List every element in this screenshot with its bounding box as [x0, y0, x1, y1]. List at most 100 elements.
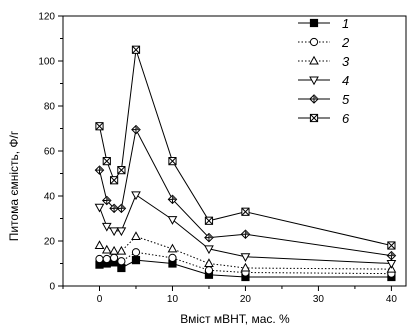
- data-point: [109, 227, 119, 237]
- marker-shape: [167, 243, 178, 253]
- legend-entry-6: 6: [298, 111, 350, 126]
- data-point: [386, 250, 397, 261]
- legend-marker: [309, 113, 319, 123]
- data-point: [94, 240, 105, 249]
- marker-line: [241, 207, 250, 216]
- marker-shape: [116, 227, 127, 237]
- marker-shape: [309, 18, 319, 28]
- plot-frame: [62, 15, 407, 287]
- legend-marker: [309, 18, 319, 28]
- data-point: [117, 257, 126, 266]
- marker-fill: [245, 230, 250, 235]
- legend-marker: [309, 94, 319, 104]
- marker-shape: [309, 37, 319, 47]
- data-point: [101, 244, 112, 254]
- data-point: [387, 241, 396, 250]
- marker-shape: [309, 76, 319, 86]
- marker-shape: [386, 260, 397, 269]
- marker-shape: [131, 231, 141, 240]
- data-point: [94, 165, 105, 175]
- marker-shape: [240, 262, 251, 272]
- marker-shape: [109, 245, 119, 255]
- data-point: [116, 245, 127, 255]
- data-point: [131, 256, 141, 265]
- marker-shape: [101, 244, 112, 254]
- data-point: [102, 157, 111, 166]
- marker-fill: [114, 204, 119, 209]
- marker-line: [95, 122, 104, 131]
- x-tick-label: 10: [167, 294, 179, 305]
- series-5: [94, 124, 397, 261]
- marker-shape: [94, 203, 105, 213]
- marker-shape: [117, 257, 126, 266]
- legend-entry-5: 5: [298, 92, 350, 107]
- data-point: [167, 216, 178, 225]
- legend-label: 2: [341, 35, 350, 50]
- data-point: [95, 122, 104, 131]
- data-point: [101, 195, 112, 206]
- marker-fill: [106, 196, 111, 201]
- data-point: [167, 194, 178, 205]
- series-4: [94, 191, 397, 269]
- marker-line: [132, 45, 140, 54]
- marker-shape: [131, 256, 141, 265]
- y-tick-label: 60: [44, 147, 56, 158]
- y-tick-label: 100: [38, 57, 55, 68]
- x-axis-title: Вміст мВНТ, мас. %: [180, 312, 290, 326]
- marker-shape: [102, 254, 111, 264]
- data-point: [386, 260, 397, 269]
- marker-shape: [168, 253, 177, 262]
- y-tick-label: 0: [49, 282, 55, 293]
- marker-shape: [94, 240, 105, 249]
- legend-label: 5: [342, 92, 350, 107]
- marker-shape: [309, 55, 319, 65]
- y-axis-title: Питома ємність, Ф/г: [7, 130, 21, 241]
- marker-line: [102, 157, 111, 166]
- legend-entry-1: 1: [298, 16, 349, 31]
- series-3: [94, 231, 397, 273]
- data-point: [131, 191, 141, 201]
- marker-shape: [116, 245, 127, 255]
- data-point: [167, 243, 178, 253]
- axes: 0 10 20 30 40 0 20 40 60 80 100 120: [38, 12, 407, 305]
- marker-fill: [99, 166, 104, 171]
- data-point: [101, 222, 112, 232]
- data-point: [204, 266, 214, 275]
- data-point: [94, 203, 105, 213]
- marker-shape: [204, 258, 214, 267]
- data-point: [116, 227, 127, 237]
- data-point: [109, 245, 119, 255]
- marker-shape: [204, 245, 214, 255]
- marker-shape: [95, 254, 104, 264]
- legend-entry-4: 4: [298, 73, 349, 88]
- data-point: [131, 45, 141, 54]
- marker-line: [117, 166, 126, 175]
- series-6: [95, 45, 396, 250]
- marker-shape: [101, 222, 112, 232]
- y-tick-label: 120: [38, 12, 55, 23]
- data-point: [109, 176, 119, 185]
- data-point: [204, 245, 214, 255]
- legend-label: 4: [342, 73, 349, 88]
- data-point: [240, 262, 251, 272]
- legend-label: 1: [342, 16, 349, 31]
- data-point: [95, 254, 104, 264]
- data-point: [240, 229, 251, 240]
- series-line: [99, 194, 392, 264]
- data-point: [117, 166, 126, 175]
- marker-fill: [121, 204, 126, 209]
- legend-marker: [309, 55, 319, 65]
- marker-line: [205, 216, 213, 225]
- marker-shape: [109, 253, 119, 262]
- x-tick-label: 20: [240, 294, 252, 305]
- legend-label: 3: [342, 54, 350, 69]
- marker-fill: [135, 125, 141, 130]
- data-point: [116, 203, 127, 214]
- data-point: [102, 254, 111, 264]
- marker-line: [310, 114, 318, 122]
- marker-shape: [167, 216, 178, 225]
- marker-fill: [172, 195, 177, 200]
- legend-marker: [309, 76, 319, 86]
- legend-label: 6: [342, 111, 350, 126]
